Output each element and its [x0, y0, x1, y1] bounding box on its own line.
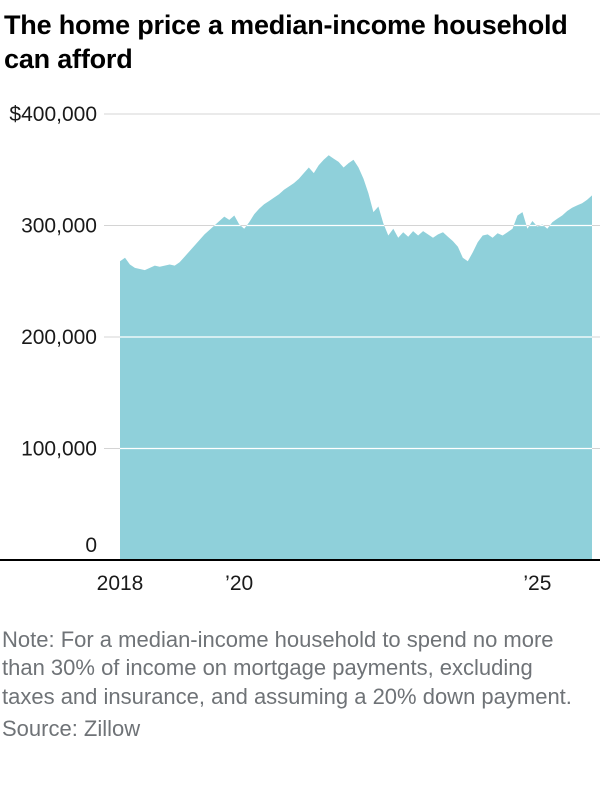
chart-page: The home price a median-income household… [0, 8, 600, 800]
y-tick-label: 300,000 [21, 214, 97, 237]
x-tick-label: ’20 [225, 572, 253, 595]
y-axis-labels: $400,000 300,000 200,000 100,000 0 [9, 103, 97, 557]
x-axis-labels: 2018 ’20 ’25 [97, 572, 552, 595]
y-tick-label: $400,000 [9, 103, 97, 126]
chart-note: Note: For a median-income household to s… [2, 626, 572, 709]
y-tick-label: 200,000 [21, 326, 97, 349]
x-tick-label: 2018 [97, 572, 144, 595]
chart-source: Source: Zillow [2, 716, 141, 742]
area-series [120, 154, 592, 560]
x-tick-label: ’25 [523, 572, 551, 595]
y-tick-label: 100,000 [21, 437, 97, 460]
y-tick-label: 0 [85, 534, 97, 557]
chart-title: The home price a median-income household… [4, 10, 568, 75]
